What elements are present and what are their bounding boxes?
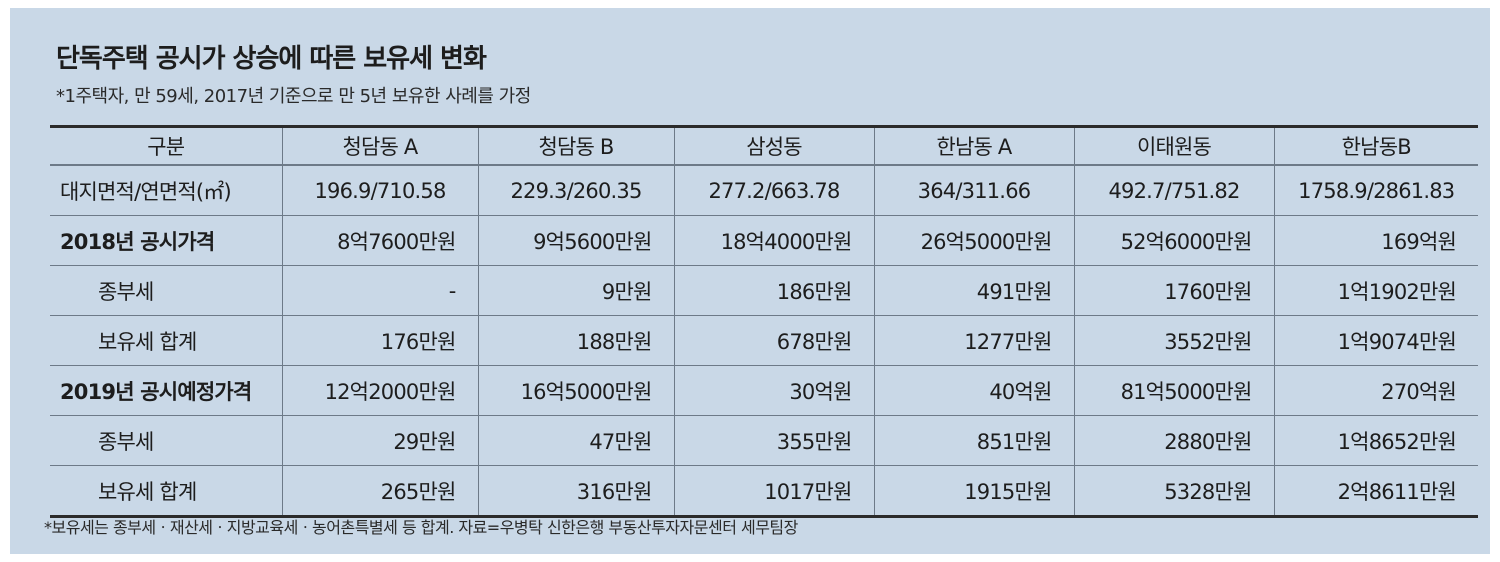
table-cell: 26억5000만원 xyxy=(874,215,1075,266)
infographic-panel: 단독주택 공시가 상승에 따른 보유세 변화 *1주택자, 만 59세, 201… xyxy=(10,8,1490,554)
table-cell: 2880만원 xyxy=(1074,415,1275,466)
table-cell: 1억1902만원 xyxy=(1274,265,1478,316)
table-cell: 492.7/751.82 xyxy=(1074,165,1275,216)
row-label: 종부세 xyxy=(50,265,283,316)
table-header-row: 구분 청담동 A 청담동 B 삼성동 한남동 A 이태원동 한남동B xyxy=(50,126,1478,166)
table-cell: - xyxy=(282,265,479,316)
table-row: 2018년 공시가격 8억7600만원 9억5600만원 18억4000만원 2… xyxy=(50,215,1478,266)
row-label: 보유세 합계 xyxy=(50,465,283,517)
table-row: 대지면적/연면적(㎡) 196.9/710.58 229.3/260.35 27… xyxy=(50,165,1478,216)
table-cell: 9억5600만원 xyxy=(478,215,675,266)
column-header: 삼성동 xyxy=(674,126,875,166)
column-header: 한남동B xyxy=(1274,126,1478,166)
table-cell: 18억4000만원 xyxy=(674,215,875,266)
table-cell: 5328만원 xyxy=(1074,465,1275,517)
column-header: 구분 xyxy=(50,126,283,166)
table-cell: 9만원 xyxy=(478,265,675,316)
row-label: 대지면적/연면적(㎡) xyxy=(50,165,283,216)
table-cell: 270억원 xyxy=(1274,365,1478,416)
subtitle: *1주택자, 만 59세, 2017년 기준으로 만 5년 보유한 사례를 가정 xyxy=(56,86,531,107)
table-cell: 176만원 xyxy=(282,315,479,366)
table-cell: 355만원 xyxy=(674,415,875,466)
table-cell: 169억원 xyxy=(1274,215,1478,266)
table-cell: 265만원 xyxy=(282,465,479,517)
table-row: 종부세 - 9만원 186만원 491만원 1760만원 1억1902만원 xyxy=(50,265,1478,316)
source-footnote: *보유세는 종부세ㆍ재산세ㆍ지방교육세ㆍ농어촌특별세 등 합계. 자료=우병탁 … xyxy=(44,518,798,537)
table-cell: 188만원 xyxy=(478,315,675,366)
table-cell: 1760만원 xyxy=(1074,265,1275,316)
row-label: 2018년 공시가격 xyxy=(50,215,283,266)
table-cell: 678만원 xyxy=(674,315,875,366)
table-cell: 52억6000만원 xyxy=(1074,215,1275,266)
table-cell: 364/311.66 xyxy=(874,165,1075,216)
column-header: 청담동 B xyxy=(478,126,675,166)
table-cell: 81억5000만원 xyxy=(1074,365,1275,416)
row-label: 보유세 합계 xyxy=(50,315,283,366)
table-cell: 16억5000만원 xyxy=(478,365,675,416)
table-cell: 1017만원 xyxy=(674,465,875,517)
table-cell: 1758.9/2861.83 xyxy=(1274,165,1478,216)
table-cell: 47만원 xyxy=(478,415,675,466)
table-cell: 1277만원 xyxy=(874,315,1075,366)
column-header: 이태원동 xyxy=(1074,126,1275,166)
table-cell: 1915만원 xyxy=(874,465,1075,517)
table-cell: 277.2/663.78 xyxy=(674,165,875,216)
table-row: 종부세 29만원 47만원 355만원 851만원 2880만원 1억8652만… xyxy=(50,415,1478,466)
table-row: 보유세 합계 176만원 188만원 678만원 1277만원 3552만원 1… xyxy=(50,315,1478,366)
table-cell: 186만원 xyxy=(674,265,875,316)
table-cell: 229.3/260.35 xyxy=(478,165,675,216)
table-row: 2019년 공시예정가격 12억2000만원 16억5000만원 30억원 40… xyxy=(50,365,1478,416)
data-table: 구분 청담동 A 청담동 B 삼성동 한남동 A 이태원동 한남동B 대지면적/… xyxy=(50,125,1478,518)
table-cell: 316만원 xyxy=(478,465,675,517)
table-cell: 12억2000만원 xyxy=(282,365,479,416)
column-header: 청담동 A xyxy=(282,126,479,166)
table-cell: 1억8652만원 xyxy=(1274,415,1478,466)
table-cell: 30억원 xyxy=(674,365,875,416)
table-cell: 40억원 xyxy=(874,365,1075,416)
column-header: 한남동 A xyxy=(874,126,1075,166)
table-row: 보유세 합계 265만원 316만원 1017만원 1915만원 5328만원 … xyxy=(50,465,1478,517)
table-cell: 29만원 xyxy=(282,415,479,466)
table-cell: 1억9074만원 xyxy=(1274,315,1478,366)
table-cell: 2억8611만원 xyxy=(1337,479,1457,504)
table-cell: 196.9/710.58 xyxy=(282,165,479,216)
row-label: 종부세 xyxy=(50,415,283,466)
row-label: 2019년 공시예정가격 xyxy=(50,365,283,416)
table-cell: 851만원 xyxy=(874,415,1075,466)
table-cell: 8억7600만원 xyxy=(282,215,479,266)
page-title: 단독주택 공시가 상승에 따른 보유세 변화 xyxy=(56,44,487,74)
table-cell: 491만원 xyxy=(874,265,1075,316)
table-cell: 3552만원 xyxy=(1074,315,1275,366)
